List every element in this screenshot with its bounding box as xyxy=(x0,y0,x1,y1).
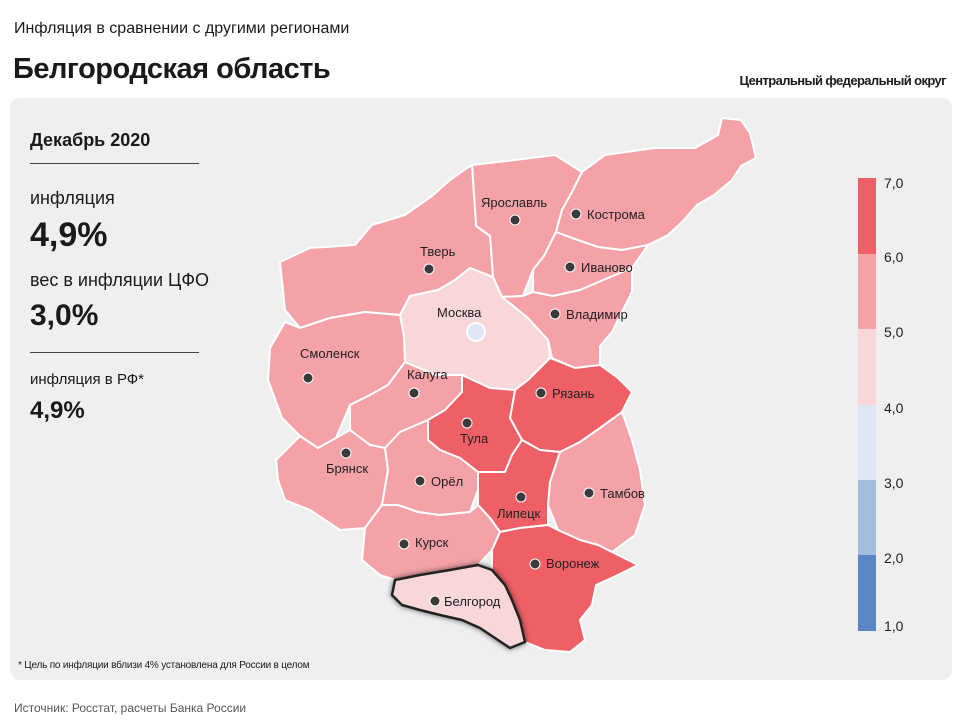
region-label-kursk: Курск xyxy=(415,535,449,550)
city-marker-bryansk xyxy=(340,447,352,459)
region-bryansk[interactable] xyxy=(275,429,389,531)
divider-bottom xyxy=(30,352,199,353)
city-marker-ivanovo xyxy=(564,261,576,273)
region-label-belgorod: Белгород xyxy=(444,594,501,609)
source-note: Источник: Росстат, расчеты Банка России xyxy=(14,701,247,715)
weight-value: 3,0% xyxy=(30,299,99,332)
city-marker-moscow xyxy=(466,322,486,342)
city-marker-ryazan xyxy=(535,387,547,399)
region-label-lipetsk: Липецк xyxy=(497,506,541,521)
legend-tick: 1,0 xyxy=(884,618,904,634)
city-marker-vladimir xyxy=(549,308,561,320)
legend-bin-2-3 xyxy=(858,480,876,555)
period-label: Декабрь 2020 xyxy=(30,130,151,150)
city-marker-smolensk xyxy=(302,372,314,384)
region-label-tver: Тверь xyxy=(420,244,456,259)
rf-inflation-label: инфляция в РФ* xyxy=(30,371,145,388)
city-marker-belgorod xyxy=(429,595,441,607)
legend-tick: 6,0 xyxy=(884,249,904,265)
city-marker-voronezh xyxy=(529,558,541,570)
city-marker-tver xyxy=(423,263,435,275)
city-marker-tula xyxy=(461,417,473,429)
region-label-ryazan: Рязань xyxy=(552,386,595,401)
page-title: Белгородская область xyxy=(13,53,331,85)
legend-bin-1-2 xyxy=(858,555,876,631)
region-label-bryansk: Брянск xyxy=(326,461,368,476)
rf-inflation-value: 4,9% xyxy=(30,397,85,424)
region-label-tula: Тула xyxy=(460,431,489,446)
district-label: Центральный федеральный округ xyxy=(739,73,947,88)
page-subtitle: Инфляция в сравнении с другими регионами xyxy=(14,20,350,37)
legend-bin-3-4 xyxy=(858,405,876,480)
color-legend: 7,0 6,0 5,0 4,0 3,0 2,0 1,0 xyxy=(858,175,904,634)
legend-tick: 7,0 xyxy=(884,175,904,191)
city-marker-kaluga xyxy=(408,387,420,399)
legend-bin-6-7 xyxy=(858,178,876,254)
legend-bin-5-6 xyxy=(858,254,876,329)
region-label-kaluga: Калуга xyxy=(407,367,448,382)
legend-bin-4-5 xyxy=(858,329,876,405)
region-kostroma[interactable] xyxy=(555,117,757,251)
region-label-ivanovo: Иваново xyxy=(581,260,633,275)
region-vladimir[interactable] xyxy=(501,267,633,369)
region-label-kostroma: Кострома xyxy=(587,207,646,222)
region-label-tambov: Тамбов xyxy=(600,486,645,501)
region-label-orel: Орёл xyxy=(431,474,463,489)
divider-top xyxy=(30,163,199,164)
weight-label: вес в инфляции ЦФО xyxy=(30,270,210,290)
region-belgorod[interactable] xyxy=(390,563,527,650)
city-marker-yaroslavl xyxy=(509,214,521,226)
legend-tick: 2,0 xyxy=(884,550,904,566)
region-label-moscow: Москва xyxy=(437,305,482,320)
city-marker-kursk xyxy=(398,538,410,550)
region-label-voronezh: Воронеж xyxy=(546,556,600,571)
region-label-yaroslavl: Ярославль xyxy=(481,195,547,210)
footnote: * Цель по инфляции вблизи 4% установлена… xyxy=(18,660,310,671)
legend-tick: 3,0 xyxy=(884,475,904,491)
city-marker-kostroma xyxy=(570,208,582,220)
city-marker-tambov xyxy=(583,487,595,499)
inflation-label: инфляция xyxy=(30,188,115,208)
inflation-value: 4,9% xyxy=(30,216,108,254)
city-marker-lipetsk xyxy=(515,491,527,503)
region-label-smolensk: Смоленск xyxy=(300,346,360,361)
legend-tick: 4,0 xyxy=(884,400,904,416)
city-marker-orel xyxy=(414,475,426,487)
legend-tick: 5,0 xyxy=(884,324,904,340)
region-label-vladimir: Владимир xyxy=(566,307,628,322)
